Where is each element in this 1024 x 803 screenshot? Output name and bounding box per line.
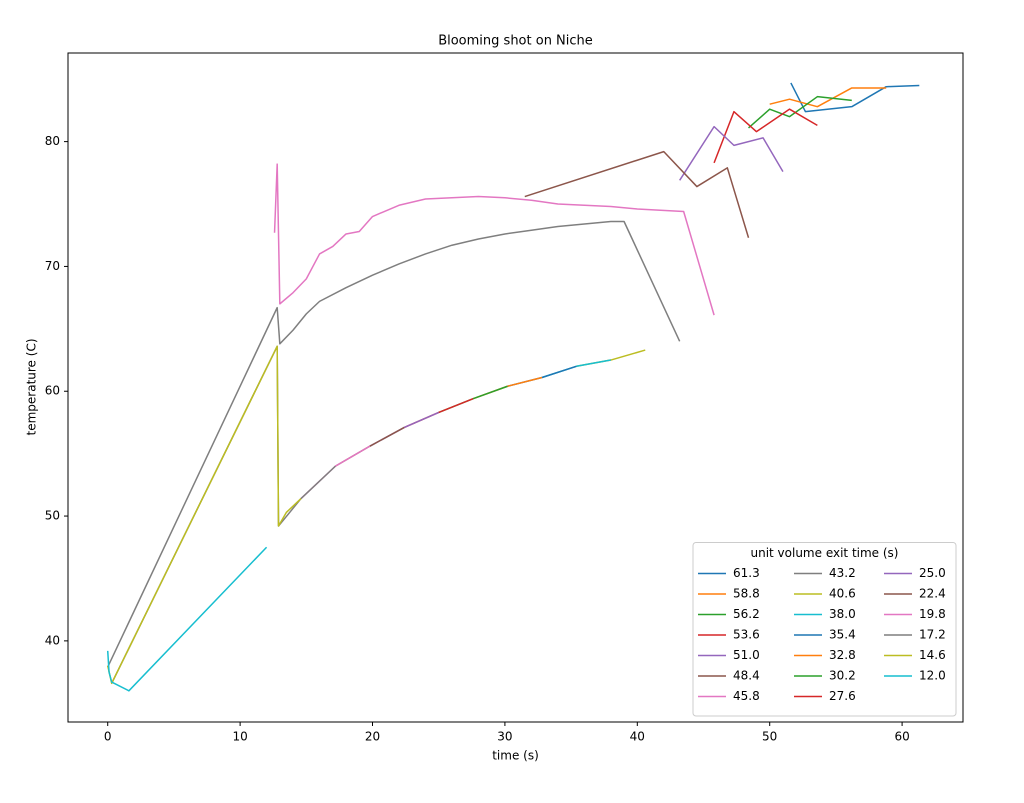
legend-label: 56.2 — [733, 607, 760, 621]
legend-label: 22.4 — [919, 587, 946, 601]
legend-label: 51.0 — [733, 648, 760, 662]
legend-label: 12.0 — [919, 669, 946, 683]
x-tick-label: 30 — [497, 730, 512, 744]
x-axis-label: time (s) — [492, 749, 539, 763]
x-tick-label: 40 — [630, 730, 645, 744]
axes-frame — [67, 52, 964, 723]
legend-label: 45.8 — [733, 689, 760, 703]
y-tick-label: 70 — [45, 259, 60, 273]
series-line — [524, 150, 750, 238]
series-line — [106, 546, 268, 692]
legend-label: 38.0 — [829, 607, 856, 621]
legend-label: 43.2 — [829, 566, 856, 580]
series-line — [748, 95, 852, 129]
legend-label: 27.6 — [829, 689, 856, 703]
y-tick-label: 80 — [45, 134, 60, 148]
series-line — [273, 163, 715, 316]
legend-label: 35.4 — [829, 628, 856, 642]
y-tick-label: 60 — [45, 384, 60, 398]
series-line — [713, 108, 818, 164]
series-line — [769, 87, 887, 108]
legend-label: 25.0 — [919, 566, 946, 580]
legend-label: 48.4 — [733, 669, 760, 683]
legend-label: 53.6 — [733, 628, 760, 642]
x-tick-label: 0 — [104, 730, 112, 744]
x-tick-label: 20 — [365, 730, 380, 744]
series-line — [107, 220, 681, 668]
legend-label: 30.2 — [829, 669, 856, 683]
series-line — [679, 125, 784, 181]
x-tick-label: 60 — [894, 730, 909, 744]
legend-label: 40.6 — [829, 587, 856, 601]
y-tick-label: 40 — [45, 633, 60, 647]
chart-title: Blooming shot on Niche — [438, 34, 593, 49]
legend-label: 32.8 — [829, 648, 856, 662]
legend-label: 14.6 — [919, 648, 946, 662]
legend-title: unit volume exit time (s) — [750, 546, 898, 560]
legend-label: 58.8 — [733, 587, 760, 601]
legend-label: 17.2 — [919, 628, 946, 642]
x-tick-label: 50 — [762, 730, 777, 744]
x-tick-label: 10 — [232, 730, 247, 744]
y-axis-label: temperature (C) — [25, 339, 39, 436]
y-tick-label: 50 — [45, 509, 60, 523]
plot-area — [106, 82, 920, 692]
legend-label: 61.3 — [733, 566, 760, 580]
legend-box — [692, 542, 957, 717]
legend-label: 19.8 — [919, 607, 946, 621]
